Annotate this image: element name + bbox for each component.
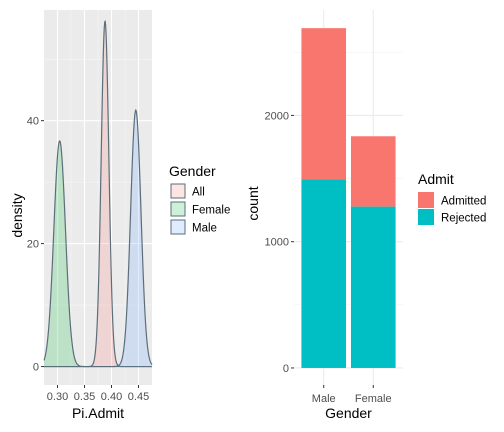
density-curves (43, 20, 153, 368)
gender-legend-title: Gender (169, 163, 216, 179)
legend-key-rejected (418, 209, 434, 225)
admit-legend: Admit Admitted Rejected (418, 171, 486, 225)
density-x-tick-label: 0.35 (74, 391, 95, 403)
density-y-axis-title: density (9, 193, 25, 237)
bar-male-admitted (301, 28, 347, 180)
bar-x-tick-label-male: Male (312, 393, 336, 405)
density-y-tick-label: 40 (27, 116, 39, 128)
density-y-tick-label: 20 (27, 239, 39, 251)
bar-y-axis-title: count (245, 186, 261, 220)
legend-key-female (170, 201, 186, 217)
stacked-bars (301, 28, 396, 368)
legend-label-rejected: Rejected (441, 213, 486, 225)
bar-female-admitted (350, 136, 396, 207)
bar-y-tick-label: 0 (283, 363, 289, 375)
legend-label-female: Female (192, 205, 230, 217)
density-x-tick-label: 0.45 (128, 391, 149, 403)
legend-key-bg-male (170, 219, 186, 235)
legend-label-admitted: Admitted (441, 196, 486, 208)
density-area-male (44, 110, 152, 367)
bar-y-axis: 0 1000 2000 (265, 110, 294, 375)
gender-legend: Gender All Female Male (169, 163, 230, 235)
bar-male-rejected (301, 179, 347, 368)
bar-panel: 0 1000 2000 Male Female Gender count Admit … (245, 10, 486, 421)
density-x-tick-label: 0.30 (47, 391, 68, 403)
bar-y-tick-label: 1000 (265, 237, 289, 249)
density-area-female (44, 140, 152, 367)
density-y-axis: 0 20 40 (27, 116, 44, 374)
legend-label-all: All (192, 187, 205, 199)
admit-legend-title: Admit (418, 171, 454, 187)
density-y-tick-label: 0 (33, 362, 39, 374)
density-x-tick-label: 0.40 (101, 391, 122, 403)
bar-female-rejected (350, 206, 396, 368)
bar-x-axis: Male Female (312, 385, 392, 405)
density-x-axis-title: Pi.Admit (72, 405, 124, 421)
bar-x-tick-label-female: Female (355, 393, 392, 405)
legend-key-bg-all (170, 183, 186, 199)
density-gridlines (44, 10, 152, 385)
legend-key-all (170, 183, 186, 199)
legend-key-admitted (418, 192, 434, 208)
legend-key-bg-female (170, 201, 186, 217)
density-curve-male (44, 108, 153, 368)
legend-label-male: Male (192, 223, 217, 235)
legend-key-male (170, 219, 186, 235)
density-x-axis: 0.30 0.35 0.40 0.45 (47, 385, 149, 403)
bar-x-axis-title: Gender (325, 405, 372, 421)
bar-y-tick-label: 2000 (265, 110, 289, 122)
